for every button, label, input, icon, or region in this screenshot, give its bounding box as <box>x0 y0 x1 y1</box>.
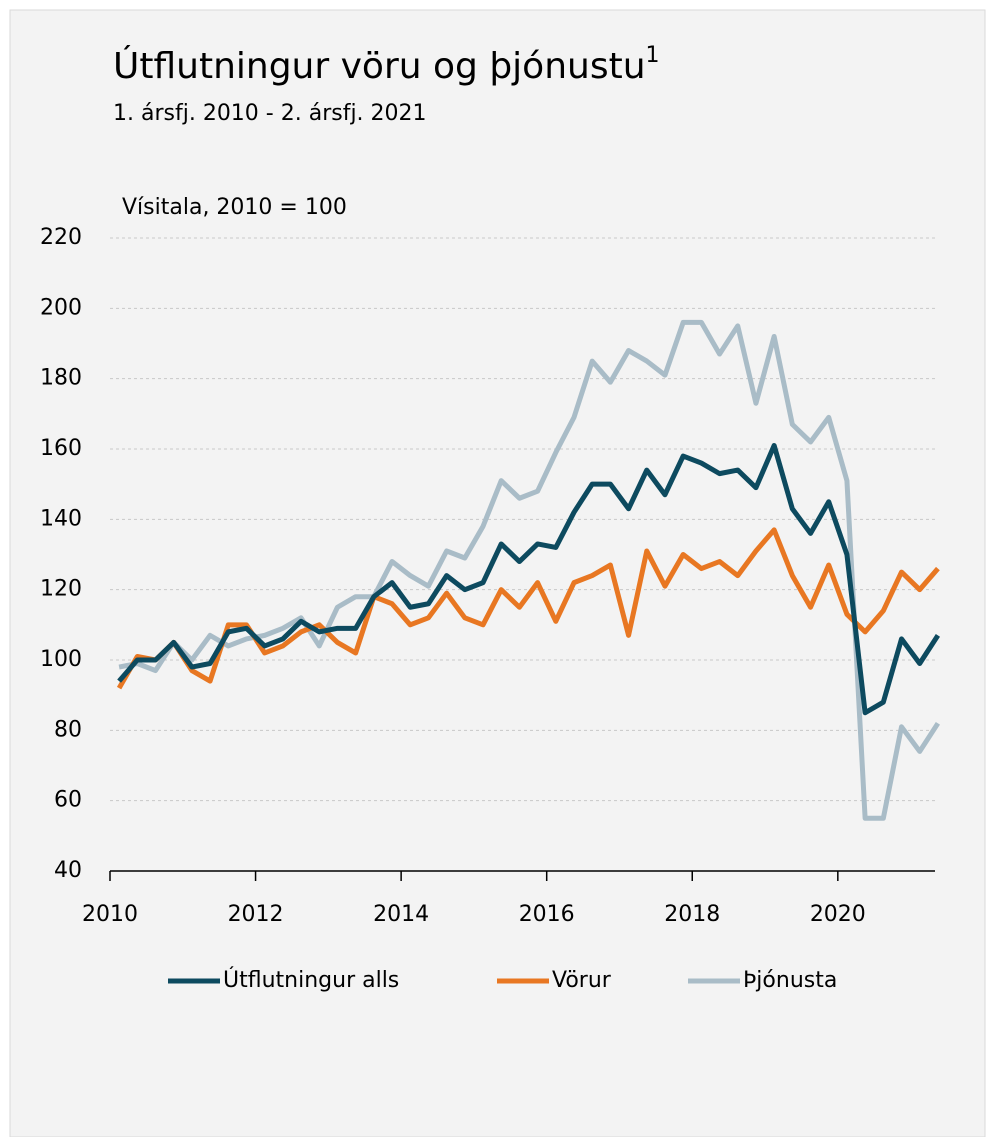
x-tick-label: 2012 <box>228 902 284 927</box>
title-note: 1 <box>646 43 660 68</box>
y-tick-label: 40 <box>54 858 82 883</box>
y-tick-label: 100 <box>40 647 82 672</box>
y-tick-label: 80 <box>54 717 82 742</box>
chart-title: Útflutningur vöru og þjónustu1 <box>113 43 660 87</box>
y-tick-label: 60 <box>54 788 82 813</box>
y-tick-label: 160 <box>40 436 82 461</box>
legend-label: Vörur <box>552 968 612 993</box>
y-tick-label: 200 <box>40 295 82 320</box>
x-tick-label: 2014 <box>373 902 429 927</box>
title-text: Útflutningur vöru og þjónustu <box>113 45 646 87</box>
background <box>9 9 986 1137</box>
chart-subtitle: 1. ársfj. 2010 - 2. ársfj. 2021 <box>113 101 427 126</box>
legend-label: Þjónusta <box>743 968 837 993</box>
legend-label: Útflutningur alls <box>223 967 399 993</box>
y-axis-label: Vísitala, 2010 = 100 <box>122 195 347 220</box>
x-tick-label: 2010 <box>82 902 138 927</box>
x-tick-label: 2016 <box>519 902 575 927</box>
x-tick-label: 2020 <box>810 902 866 927</box>
y-tick-label: 120 <box>40 577 82 602</box>
y-tick-label: 140 <box>40 506 82 531</box>
series-line <box>117 442 941 716</box>
y-tick-label: 180 <box>40 366 82 391</box>
x-tick-label: 2018 <box>664 902 720 927</box>
y-tick-label: 220 <box>40 225 82 250</box>
